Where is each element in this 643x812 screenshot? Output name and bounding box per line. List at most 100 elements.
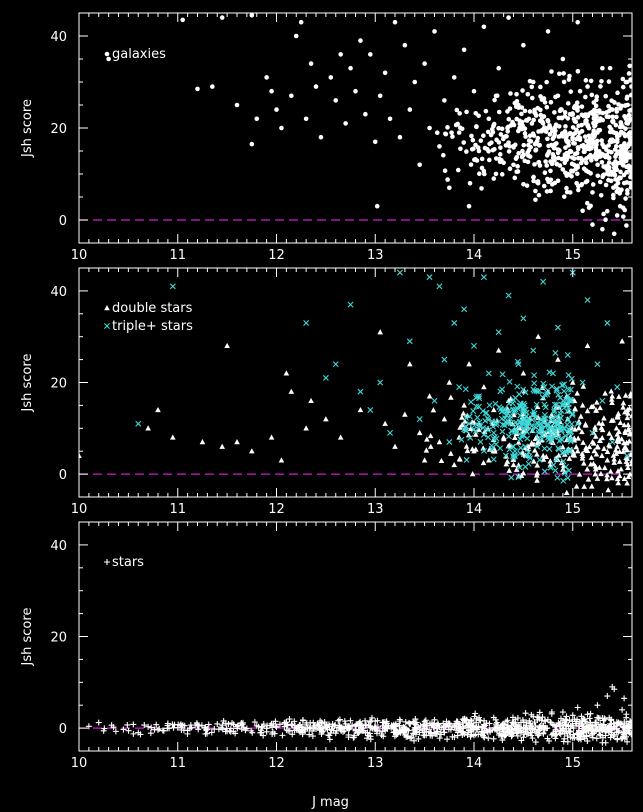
point — [309, 727, 316, 734]
point — [427, 443, 434, 449]
point — [471, 422, 478, 429]
point — [574, 127, 579, 133]
point — [592, 471, 599, 477]
point — [458, 146, 463, 152]
point — [485, 370, 492, 377]
point — [594, 714, 601, 721]
point — [243, 725, 250, 732]
point — [584, 466, 591, 472]
point — [357, 388, 364, 395]
point — [456, 384, 463, 391]
point — [564, 408, 571, 415]
point — [629, 458, 632, 464]
point — [516, 102, 521, 108]
point — [601, 415, 607, 421]
point — [566, 447, 573, 454]
point — [130, 730, 137, 737]
point — [560, 56, 566, 62]
point — [387, 429, 394, 436]
point — [534, 462, 541, 468]
point — [269, 88, 274, 94]
point — [253, 722, 260, 729]
point — [576, 187, 581, 193]
point — [502, 452, 509, 459]
point — [575, 723, 582, 730]
point — [560, 726, 567, 733]
point — [164, 720, 171, 727]
point — [514, 715, 521, 722]
point — [580, 157, 585, 163]
point — [615, 729, 622, 736]
point — [501, 134, 506, 140]
point — [553, 413, 560, 420]
point — [303, 721, 310, 728]
point — [541, 384, 548, 390]
point — [566, 142, 571, 148]
point — [565, 722, 572, 729]
point — [534, 717, 541, 724]
point — [249, 13, 255, 18]
point — [599, 739, 606, 746]
point — [507, 106, 513, 111]
point — [611, 686, 618, 693]
point — [581, 483, 588, 489]
point — [249, 141, 255, 147]
point — [567, 438, 574, 445]
point — [496, 109, 502, 115]
point — [597, 437, 603, 443]
point — [499, 126, 505, 132]
point — [564, 738, 571, 745]
point — [560, 466, 566, 472]
point — [610, 114, 615, 120]
point — [611, 231, 617, 237]
x-tick-label: 15 — [564, 248, 581, 263]
point — [553, 456, 560, 463]
point — [517, 121, 523, 127]
point — [490, 406, 497, 413]
point — [584, 178, 590, 184]
point — [619, 187, 624, 193]
point — [618, 156, 624, 161]
point — [472, 710, 479, 717]
point — [363, 111, 368, 117]
point — [465, 432, 472, 438]
point — [520, 425, 527, 432]
point — [533, 401, 540, 408]
point — [551, 401, 558, 408]
point — [548, 168, 553, 174]
point — [473, 403, 480, 410]
point — [625, 464, 631, 471]
point — [508, 730, 515, 737]
point — [368, 52, 373, 57]
point — [467, 399, 474, 406]
point — [559, 382, 566, 389]
point — [492, 146, 497, 152]
point — [587, 146, 592, 152]
point — [565, 171, 571, 177]
point — [610, 720, 617, 727]
point — [547, 464, 554, 471]
point — [471, 88, 477, 94]
point — [145, 425, 151, 431]
point — [624, 406, 631, 413]
point — [534, 443, 541, 450]
point — [567, 436, 574, 443]
point — [624, 414, 631, 421]
point — [410, 730, 417, 737]
point — [544, 189, 550, 194]
point — [476, 113, 481, 119]
point — [392, 723, 398, 730]
point — [616, 458, 623, 464]
point — [575, 115, 581, 120]
point — [234, 439, 240, 445]
point — [548, 159, 553, 164]
point — [568, 89, 574, 94]
point — [567, 131, 573, 137]
point — [612, 147, 618, 152]
point — [628, 92, 632, 98]
point — [524, 435, 531, 442]
point — [422, 61, 427, 66]
point — [125, 727, 132, 734]
point — [469, 146, 475, 152]
point — [495, 329, 502, 336]
